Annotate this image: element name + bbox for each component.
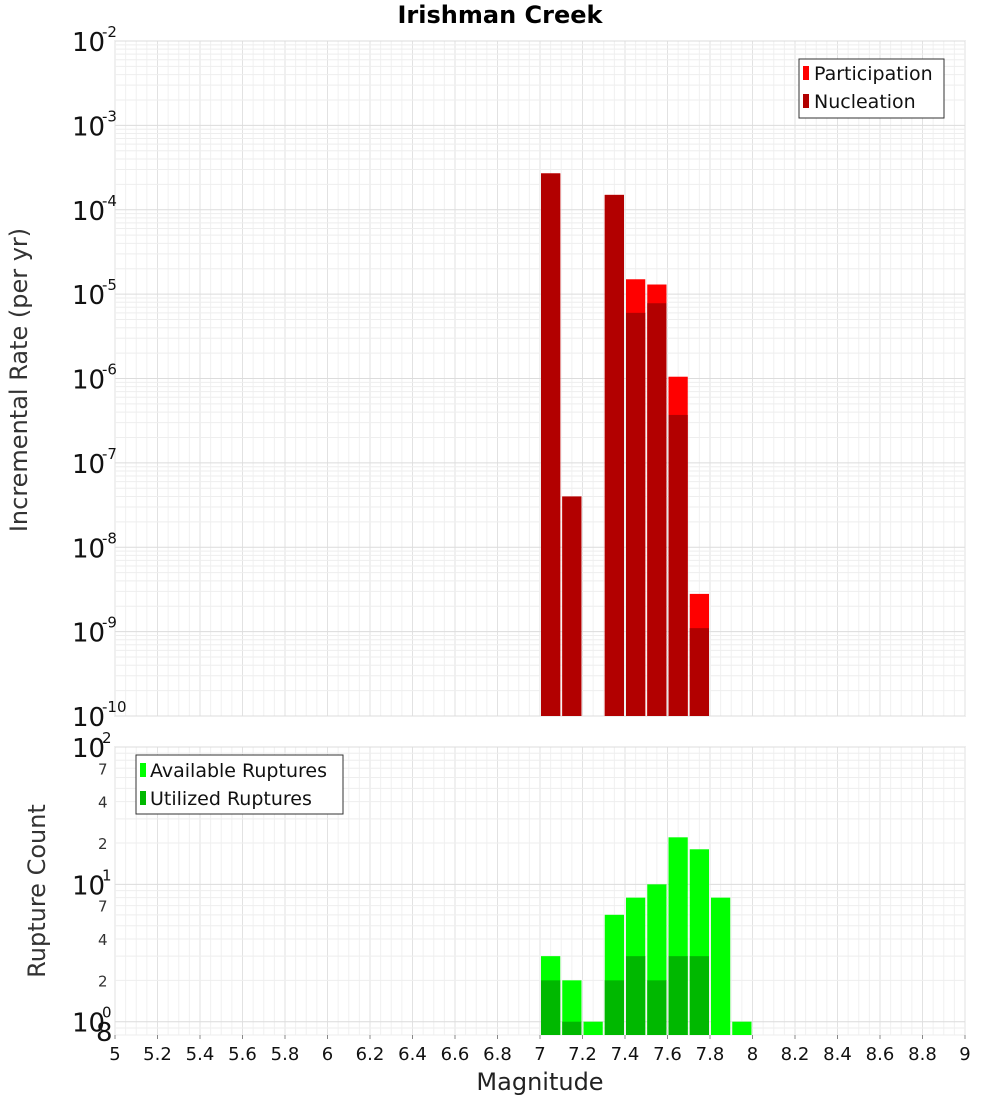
x-tick-label-10: 7 bbox=[534, 1044, 545, 1065]
rate-bar-1-3 bbox=[626, 312, 646, 716]
rate-y-tick-exp-8: -10 bbox=[102, 698, 127, 716]
rate-bars bbox=[541, 173, 709, 716]
x-axis-label: Magnitude bbox=[476, 1068, 603, 1096]
rate-y-tick-base-8: 10 bbox=[72, 703, 105, 733]
rate-y-tick-exp-6: -8 bbox=[102, 529, 117, 547]
chart-title: Irishman Creek bbox=[398, 1, 604, 29]
count-bar-1-4 bbox=[626, 956, 646, 1035]
count-bar-1-5 bbox=[647, 980, 667, 1035]
rate-y-tick-exp-5: -7 bbox=[102, 445, 117, 463]
legend-swatch-utilized bbox=[140, 791, 146, 805]
x-tick-label-18: 8.6 bbox=[866, 1044, 895, 1065]
rate-y-tick-base-6: 10 bbox=[72, 534, 105, 564]
x-tick-label-17: 8.4 bbox=[823, 1044, 852, 1065]
count-bar-0-1 bbox=[562, 980, 582, 1035]
rate-bar-1-5 bbox=[668, 414, 688, 716]
rate-bar-1-6 bbox=[689, 628, 709, 716]
x-tick-label-12: 7.4 bbox=[611, 1044, 640, 1065]
count-bar-1-1 bbox=[562, 1021, 582, 1035]
rate-y-tick-exp-7: -9 bbox=[102, 614, 117, 632]
rate-bar-1-4 bbox=[647, 303, 667, 716]
rate-grid bbox=[114, 40, 966, 717]
rate-y-tick-base-5: 10 bbox=[72, 450, 105, 480]
rate-y-tick-exp-2: -4 bbox=[102, 192, 117, 210]
count-y-tick-base-0: 10 bbox=[72, 734, 105, 764]
x-tick-label-20: 9 bbox=[959, 1044, 970, 1065]
count-y-tick-exp-1: 1 bbox=[102, 866, 112, 884]
count-bar-0-2 bbox=[583, 1021, 603, 1035]
x-tick-label-4: 5.8 bbox=[271, 1044, 300, 1065]
x-axis-ticks: 5 5.2 5.4 5.6 5.8 6 6.2 6.4 6.6 6.8 7 7.2 7.4 7.6 7.8 8… bbox=[109, 1035, 971, 1065]
legend-label-utilized: Utilized Ruptures bbox=[150, 788, 312, 810]
count-y-minor-tick-0: 7 bbox=[98, 760, 108, 778]
x-tick-label-1: 5.2 bbox=[143, 1044, 172, 1065]
rate-legend-box bbox=[798, 58, 945, 119]
count-y-tick-exp-0: 2 bbox=[102, 729, 112, 747]
legend-label-available: Available Ruptures bbox=[150, 760, 327, 782]
legend-swatch-available bbox=[140, 763, 146, 777]
count-bar-0-9 bbox=[732, 1021, 752, 1035]
count-y-tick-base-2: 10 bbox=[72, 1009, 105, 1039]
x-tick-label-11: 7.2 bbox=[568, 1044, 597, 1065]
legend-swatch-nucleation bbox=[803, 94, 809, 108]
count-y-tick-exp-2: 0 bbox=[102, 1004, 112, 1022]
rate-y-ticks: 10-210-310-410-510-610-710-810-910-10 bbox=[72, 23, 127, 733]
x-tick-label-6: 6.2 bbox=[356, 1044, 385, 1065]
count-bar-1-6 bbox=[668, 956, 688, 1035]
legend-label-nucleation: Nucleation bbox=[814, 91, 916, 113]
x-tick-label-7: 6.4 bbox=[398, 1044, 427, 1065]
rate-legend: Participation Nucleation bbox=[798, 58, 945, 119]
rate-y-tick-exp-0: -2 bbox=[102, 23, 117, 41]
x-tick-label-9: 6.8 bbox=[483, 1044, 512, 1065]
count-bar-1-7 bbox=[689, 956, 709, 1035]
count-y-minor-tick-4: 4 bbox=[98, 931, 108, 949]
rate-y-tick-base-0: 10 bbox=[72, 28, 105, 58]
x-tick-label-14: 7.8 bbox=[696, 1044, 725, 1065]
count-bars bbox=[541, 837, 752, 1035]
rate-bar-1-2 bbox=[604, 194, 624, 716]
x-tick-label-15: 8 bbox=[747, 1044, 758, 1065]
legend-swatch-participation bbox=[803, 66, 809, 80]
count-y-minor-tick-5: 2 bbox=[98, 972, 108, 990]
x-tick-label-16: 8.2 bbox=[781, 1044, 810, 1065]
count-y-tick-base-1: 10 bbox=[72, 871, 105, 901]
rate-y-tick-base-4: 10 bbox=[72, 366, 105, 396]
count-y-minor-tick-1: 4 bbox=[98, 794, 108, 812]
count-legend-box bbox=[135, 754, 344, 815]
rate-bar-1-1 bbox=[562, 496, 582, 716]
rate-y-tick-exp-1: -3 bbox=[102, 107, 117, 125]
rate-y-tick-exp-3: -5 bbox=[102, 276, 117, 294]
count-y-minor-tick-6: 8 bbox=[96, 1018, 113, 1048]
count-y-minor-tick-2: 2 bbox=[98, 835, 108, 853]
rate-y-tick-base-3: 10 bbox=[72, 281, 105, 311]
x-tick-label-8: 6.6 bbox=[441, 1044, 470, 1065]
rate-y-tick-base-1: 10 bbox=[72, 112, 105, 142]
count-bar-0-8 bbox=[711, 897, 731, 1035]
rate-y-tick-base-2: 10 bbox=[72, 197, 105, 227]
rate-panel: 10-210-310-410-510-610-710-810-910-10 In… bbox=[5, 23, 966, 733]
count-y-axis-label: Rupture Count bbox=[23, 804, 51, 978]
rate-bar-1-0 bbox=[541, 173, 561, 716]
count-legend: Available Ruptures Utilized Ruptures bbox=[135, 754, 344, 815]
count-bar-1-3 bbox=[604, 980, 624, 1035]
x-tick-label-19: 8.8 bbox=[908, 1044, 937, 1065]
count-bar-1-0 bbox=[541, 980, 561, 1035]
legend-label-participation: Participation bbox=[814, 63, 933, 85]
rate-y-axis-label: Incremental Rate (per yr) bbox=[5, 228, 33, 532]
x-tick-label-0: 5 bbox=[109, 1044, 120, 1065]
count-y-minor-tick-3: 7 bbox=[98, 898, 108, 916]
x-tick-label-13: 7.6 bbox=[653, 1044, 682, 1065]
x-tick-label-2: 5.4 bbox=[186, 1044, 215, 1065]
rate-y-tick-exp-4: -6 bbox=[102, 361, 117, 379]
x-tick-label-5: 6 bbox=[322, 1044, 333, 1065]
rate-y-tick-base-7: 10 bbox=[72, 619, 105, 649]
x-tick-label-3: 5.6 bbox=[228, 1044, 257, 1065]
